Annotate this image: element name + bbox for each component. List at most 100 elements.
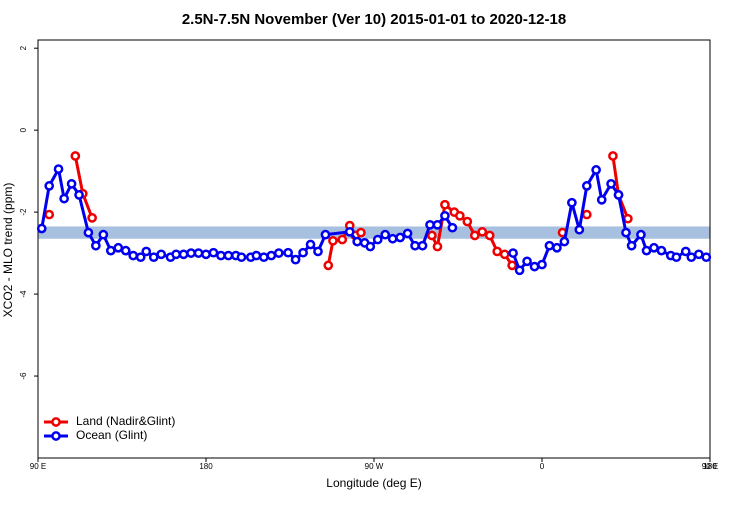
data-point: [656, 245, 667, 256]
data-point: [701, 252, 712, 263]
data-point: [44, 181, 55, 191]
data-point: [87, 213, 97, 223]
data-point: [70, 151, 81, 161]
legend-label: Land (Nadir&Glint): [76, 414, 175, 428]
data-point: [591, 165, 601, 175]
legend-marker: [51, 417, 61, 427]
data-point: [544, 240, 555, 251]
data-point: [223, 250, 234, 261]
x-tick-label: 90 W: [365, 462, 384, 471]
data-point: [365, 241, 376, 252]
data-point: [606, 178, 616, 189]
y-tick-label: -2: [19, 208, 28, 216]
data-point: [537, 259, 547, 270]
data-point: [356, 227, 366, 238]
data-point: [105, 245, 116, 256]
data-point: [53, 164, 64, 174]
data-point: [283, 247, 293, 258]
data-point: [581, 181, 592, 191]
data-point: [193, 248, 204, 258]
legend-marker: [51, 431, 61, 441]
data-point: [380, 229, 391, 240]
data-point: [236, 252, 247, 263]
data-point: [581, 209, 592, 220]
data-point: [492, 246, 503, 257]
data-point: [344, 226, 355, 237]
x-tick-label: 180: [703, 462, 717, 471]
data-point: [608, 151, 618, 161]
y-tick-label: 2: [19, 45, 28, 50]
data-point: [432, 241, 443, 252]
data-point: [686, 252, 697, 263]
data-point: [477, 226, 488, 237]
data-point: [98, 229, 109, 240]
data-point: [216, 250, 226, 261]
data-point: [201, 249, 211, 260]
data-point: [298, 247, 308, 258]
data-point: [440, 210, 450, 221]
data-point: [432, 219, 443, 230]
data-point: [693, 249, 704, 260]
data-point: [499, 249, 510, 260]
data-point: [387, 233, 398, 244]
data-point: [83, 227, 94, 238]
data-point: [567, 197, 577, 208]
data-point: [186, 248, 196, 258]
data-point: [507, 260, 517, 271]
y-tick-label: -4: [19, 290, 28, 298]
data-point: [120, 245, 131, 256]
data-point: [148, 252, 159, 263]
data-point: [559, 236, 570, 247]
data-point: [372, 234, 383, 245]
data-point: [74, 190, 84, 200]
data-point: [66, 178, 77, 189]
data-point: [135, 252, 146, 263]
data-point: [313, 246, 323, 257]
data-point: [613, 190, 624, 200]
data-point: [447, 222, 458, 233]
data-point: [641, 245, 652, 256]
data-point: [529, 261, 540, 272]
data-point: [596, 194, 607, 205]
data-point: [171, 249, 181, 260]
data-point: [402, 228, 413, 239]
x-tick-label: 0: [540, 462, 545, 471]
data-point: [621, 227, 631, 238]
reference-band: [38, 226, 710, 239]
data-point: [91, 240, 101, 251]
data-point: [141, 246, 152, 257]
data-point: [425, 219, 435, 230]
data-point: [178, 249, 189, 260]
data-point: [290, 254, 301, 265]
data-point: [469, 230, 480, 241]
legend-label: Ocean (Glint): [76, 428, 147, 442]
data-point: [128, 250, 139, 261]
data-point: [323, 260, 334, 271]
data-point: [251, 250, 262, 261]
data-point: [680, 246, 691, 257]
data-point: [671, 252, 682, 263]
data-point: [484, 230, 495, 241]
chart-title: 2.5N-7.5N November (Ver 10) 2015-01-01 t…: [182, 11, 566, 28]
data-point: [59, 193, 69, 204]
x-tick-label: 180: [199, 462, 213, 471]
data-point: [305, 239, 316, 250]
y-axis-label: XCO2 - MLO trend (ppm): [1, 183, 15, 318]
data-point: [508, 248, 518, 258]
data-point: [514, 265, 525, 276]
data-point: [417, 240, 428, 251]
data-point: [552, 242, 562, 253]
data-point: [395, 232, 405, 243]
data-point: [574, 224, 585, 235]
data-point: [636, 229, 646, 240]
y-tick-label: 0: [19, 127, 28, 132]
data-point: [36, 223, 47, 234]
y-tick-label: -6: [19, 372, 28, 380]
series-line: [73, 155, 630, 267]
data-point: [208, 247, 219, 258]
data-point: [410, 240, 420, 251]
data-point: [462, 216, 473, 227]
data-point: [455, 210, 465, 221]
